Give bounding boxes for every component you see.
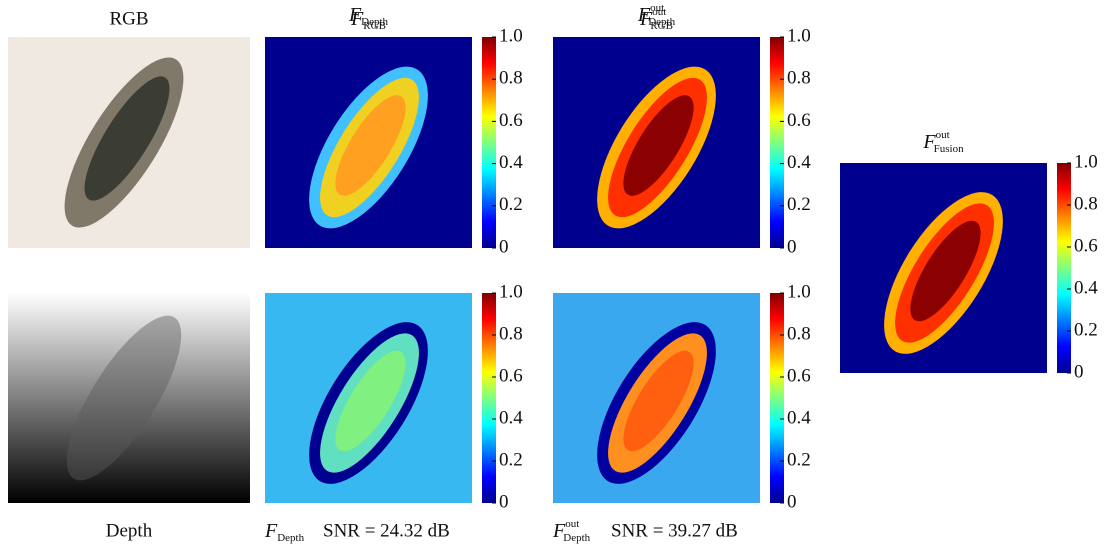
heat-core [910,220,981,322]
colorbar-tick-label: 0.6 [787,365,811,386]
colorbar-tick-label: 1.0 [1074,151,1098,172]
depth-image [8,293,250,503]
panel-title: Fout Depth [637,2,676,28]
heat-core [623,350,694,452]
title-main: F [552,520,566,542]
panel: 0 0.2 0.4 0.6 0.8 1.0 [265,25,523,257]
panel-title: FDepth [264,520,305,544]
colorbar-tick-label: 0.2 [787,194,811,215]
title-sub: Depth [277,532,304,544]
colorbar-tick-label: 0.4 [1074,277,1098,298]
heat-core [335,95,406,196]
title-sup: out [936,129,950,141]
panel-title: Fout Depth [552,518,591,544]
title-sub: Fusion [934,143,964,155]
colorbar-tick-label: 1.0 [499,281,523,302]
panel: 0 0.2 0.4 0.6 0.8 1.0 [840,151,1098,382]
colorbar-tick-label: 0.8 [787,68,811,89]
panel-title: FDepth [348,4,389,28]
title-main: F [922,131,936,153]
colorbar-tick-label: 0 [787,236,797,257]
colorbar-tick-label: 1.0 [787,25,811,46]
shoe-depth [66,315,182,481]
colorbar-tick-label: 0 [1074,361,1084,382]
title-sub: RGB [650,20,673,32]
title-sup: out [650,2,664,14]
colorbar-tick-label: 0.4 [499,407,523,428]
title-sub: Depth [648,16,675,28]
colorbar [770,37,784,248]
colorbar-tick-label: 0.6 [1074,235,1098,256]
panel-title: Fout Fusion [922,129,964,155]
title-sub: Depth [563,532,590,544]
colorbar-tick-label: 0.6 [787,110,811,131]
colorbar [770,293,784,503]
title-sup: out [652,6,666,18]
title-main: F [350,8,364,30]
colorbar-tick-label: 0.8 [499,68,523,89]
title-main: F [348,4,362,26]
panel-title: Fout RGB [639,6,673,32]
colorbar-tick-label: 0 [787,491,797,512]
colorbar-tick-label: 0.8 [787,323,811,344]
colorbar-tick-label: 0.2 [1074,319,1098,340]
panel-title: FRGB [350,8,386,32]
colorbar [482,37,496,248]
colorbar-tick-label: 0.6 [499,365,523,386]
title-sup: out [565,518,579,530]
colorbar [1057,163,1071,373]
colorbar-tick-label: 0.2 [787,449,811,470]
panel: 0 0.2 0.4 0.6 0.8 1.0 [553,25,811,257]
colorbar-tick-label: 1.0 [787,281,811,302]
heat-core [335,350,406,452]
colorbar-tick-label: 0.2 [499,449,523,470]
colorbar-tick-label: 0.4 [499,152,523,173]
colorbar-tick-label: 0.4 [787,407,811,428]
title-sub: Depth [361,16,388,28]
panel: 0 0.2 0.4 0.6 0.8 1.0 SNR = 24.32 dB [265,281,523,541]
colorbar-tick-label: 1.0 [499,25,523,46]
panel-label: RGB [109,8,148,29]
panel: RGB [8,8,250,248]
colorbar [482,293,496,503]
title-main: F [637,4,651,26]
colorbar-tick-label: 0.2 [499,194,523,215]
panel: Depth [8,293,250,541]
shoe-inner [84,76,170,201]
title-main: F [639,8,653,30]
colorbar-tick-label: 0.6 [499,110,523,131]
snr-caption: SNR = 24.32 dB [323,520,450,541]
panel-label: Depth [106,520,153,541]
colorbar-tick-label: 0.4 [787,152,811,173]
colorbar-tick-label: 0 [499,491,509,512]
snr-caption: SNR = 39.27 dB [611,520,738,541]
panel: 0 0.2 0.4 0.6 0.8 1.0 SNR = 39.27 dB [553,281,811,541]
colorbar-tick-label: 0.8 [499,323,523,344]
colorbar-tick-label: 0 [499,236,509,257]
title-main: F [264,520,278,542]
title-sub: RGB [363,20,386,32]
heat-core [623,95,694,196]
colorbar-tick-label: 0.8 [1074,193,1098,214]
